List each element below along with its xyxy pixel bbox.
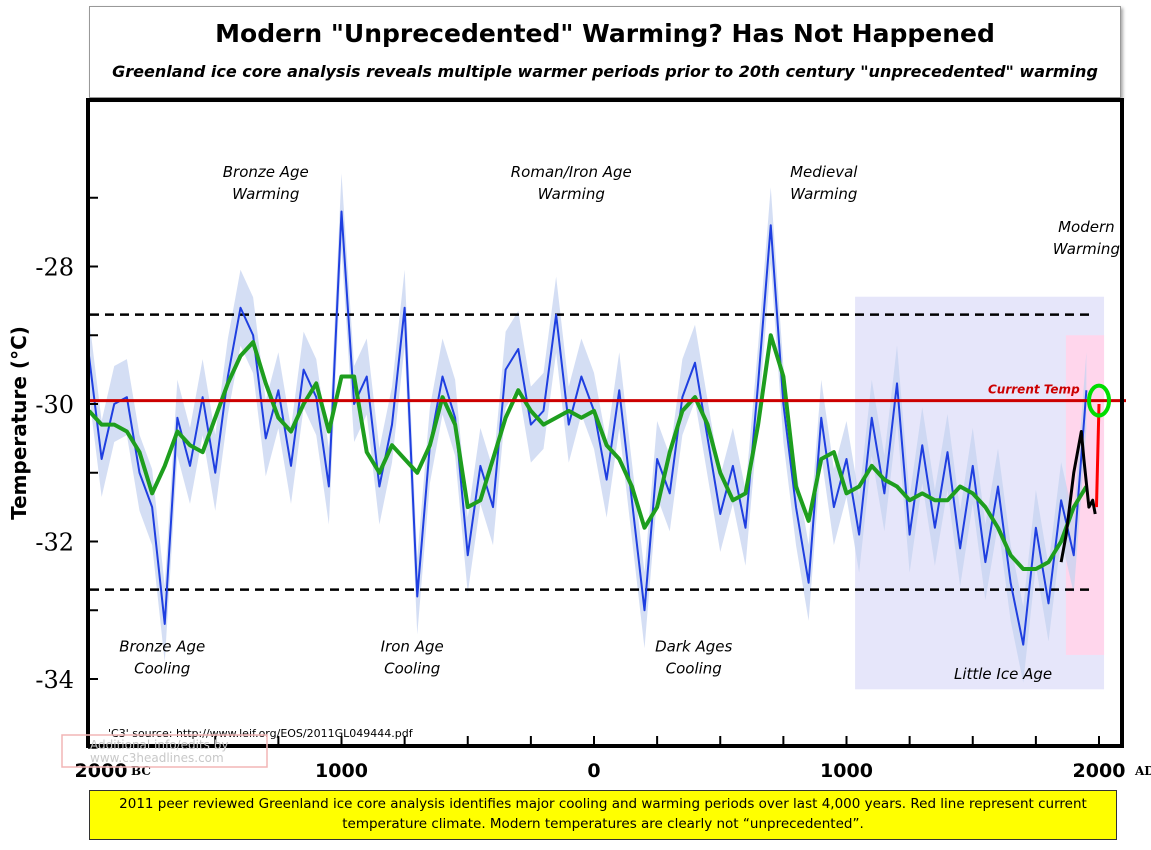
annotation-0: Warming	[232, 185, 299, 203]
annotation-2: Medieval	[790, 163, 858, 181]
annotation-1: Warming	[538, 185, 605, 203]
watermark-box	[61, 734, 268, 768]
annotation-7: Little Ice Age	[954, 665, 1052, 683]
annotation-6: Cooling	[666, 660, 722, 678]
annotation-0: Bronze Age	[223, 163, 309, 181]
x-tick-label: 2000	[1073, 760, 1126, 782]
y-tick-label: -34	[35, 666, 74, 694]
annotation-4: Cooling	[134, 660, 190, 678]
plot-frame	[86, 98, 1124, 748]
annotation-1: Roman/Iron Age	[511, 163, 632, 181]
y-axis-label: Temperature (°C)	[7, 326, 31, 520]
annotation-2: Warming	[790, 185, 857, 203]
source-note: 'C3' source: http://www.leif.org/EOS/201…	[108, 727, 414, 740]
y-tick-label: -32	[35, 529, 74, 557]
x-tick-label: 1000	[820, 760, 873, 782]
x-tick-label: 1000	[315, 760, 368, 782]
y-tick-label: -30	[35, 391, 74, 419]
watermark-text: Additional info/edits by	[90, 738, 228, 752]
annotation-5: Cooling	[384, 660, 440, 678]
highlight-circle	[1087, 383, 1111, 418]
x-era-label: BC	[131, 764, 151, 778]
x-era-label: AD	[1134, 764, 1151, 778]
series-line-1	[87, 333, 1089, 571]
x-tick-label: 0	[587, 760, 600, 782]
series-line-3	[1094, 403, 1101, 508]
current-temp-label: Current Temp	[988, 383, 1080, 397]
title-box: Modern "Unprecedented" Warming? Has Not …	[89, 6, 1121, 98]
annotation-6: Dark Ages	[655, 638, 732, 656]
chart-subtitle: Greenland ice core analysis reveals mult…	[112, 62, 1098, 81]
caption-box: 2011 peer reviewed Greenland ice core an…	[89, 790, 1117, 840]
annotation-4: Bronze Age	[119, 638, 205, 656]
y-tick-label: -28	[35, 254, 74, 282]
annotation-3: Warming	[1053, 240, 1120, 258]
annotation-3: Modern	[1058, 218, 1115, 236]
series-line-2	[1059, 430, 1097, 563]
chart-title: Modern "Unprecedented" Warming? Has Not …	[215, 19, 995, 48]
x-tick-label: 2000	[75, 760, 128, 782]
annotation-5: Iron Age	[381, 638, 444, 656]
watermark-text: www.c3headlines.com	[90, 751, 224, 765]
